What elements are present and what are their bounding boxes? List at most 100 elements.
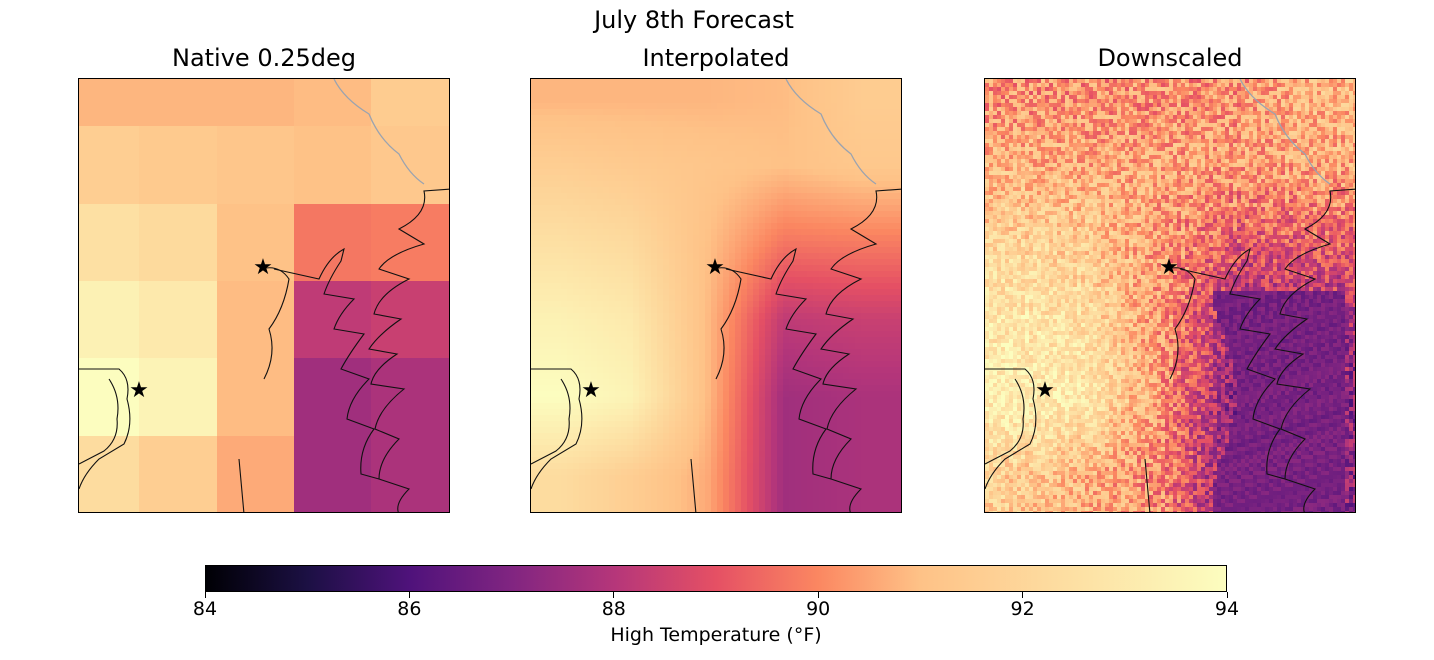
interp-cell xyxy=(717,211,724,218)
interp-cell xyxy=(627,277,634,284)
downscaled-cell xyxy=(1137,87,1142,92)
interp-cell xyxy=(573,241,580,248)
interp-cell xyxy=(753,175,760,182)
interp-cell xyxy=(657,325,664,332)
interp-cell xyxy=(663,145,670,152)
interp-cell xyxy=(573,163,580,170)
interp-cell xyxy=(831,367,838,374)
interp-cell xyxy=(639,289,646,296)
interp-cell xyxy=(879,127,886,134)
downscaled-cell xyxy=(1305,79,1310,84)
interp-cell xyxy=(537,283,544,290)
interp-cell xyxy=(531,169,538,176)
downscaled-cell xyxy=(1301,83,1306,88)
interp-cell xyxy=(549,325,556,332)
interp-cell xyxy=(633,415,640,422)
interp-cell xyxy=(837,211,844,218)
interp-cell xyxy=(639,103,646,110)
interp-cell xyxy=(849,337,856,344)
interp-cell xyxy=(849,193,856,200)
interp-cell xyxy=(675,85,682,92)
interp-cell xyxy=(729,319,736,326)
interp-cell xyxy=(693,175,700,182)
interp-cell xyxy=(801,259,808,266)
interp-cell xyxy=(729,475,736,482)
interp-cell xyxy=(771,349,778,356)
interp-cell xyxy=(879,445,886,452)
interp-cell xyxy=(693,301,700,308)
interp-cell xyxy=(579,289,586,296)
interp-cell xyxy=(543,397,550,404)
interp-cell xyxy=(591,397,598,404)
interp-cell xyxy=(561,397,568,404)
interp-cell xyxy=(801,307,808,314)
interp-cell xyxy=(765,475,772,482)
interp-cell xyxy=(765,355,772,362)
interp-cell xyxy=(657,373,664,380)
interp-cell xyxy=(885,403,892,410)
interp-cell xyxy=(585,367,592,374)
interp-cell xyxy=(687,211,694,218)
interp-cell xyxy=(579,481,586,488)
interp-cell xyxy=(819,481,826,488)
interp-cell xyxy=(753,319,760,326)
interp-cell xyxy=(819,373,826,380)
interp-cell xyxy=(789,91,796,98)
interp-cell xyxy=(657,463,664,470)
interp-cell xyxy=(741,259,748,266)
downscaled-cell xyxy=(1065,87,1070,92)
interp-cell xyxy=(747,511,754,512)
interp-cell xyxy=(615,97,622,104)
interp-cell xyxy=(747,169,754,176)
interp-cell xyxy=(849,313,856,320)
interp-cell xyxy=(591,343,598,350)
interp-cell xyxy=(789,475,796,482)
interp-cell xyxy=(591,115,598,122)
interp-cell xyxy=(657,97,664,104)
interp-cell xyxy=(675,133,682,140)
interp-cell xyxy=(639,121,646,128)
interp-cell xyxy=(849,499,856,506)
interp-cell xyxy=(693,265,700,272)
downscaled-cell xyxy=(1197,87,1202,92)
interp-cell xyxy=(849,475,856,482)
interp-cell xyxy=(753,451,760,458)
interp-cell xyxy=(855,511,862,512)
interp-cell xyxy=(885,385,892,392)
interp-cell xyxy=(699,313,706,320)
interp-cell xyxy=(867,481,874,488)
interp-cell xyxy=(813,199,820,206)
interp-cell xyxy=(855,499,862,506)
interp-cell xyxy=(687,127,694,134)
interp-cell xyxy=(543,367,550,374)
interp-cell xyxy=(765,211,772,218)
interp-cell xyxy=(675,325,682,332)
interp-cell xyxy=(603,493,610,500)
interp-cell xyxy=(651,343,658,350)
interp-cell xyxy=(759,193,766,200)
interp-cell xyxy=(807,355,814,362)
interp-cell xyxy=(675,367,682,374)
downscaled-cell xyxy=(1001,87,1006,92)
interp-cell xyxy=(621,373,628,380)
interp-cell xyxy=(531,481,538,488)
interp-cell xyxy=(801,289,808,296)
interp-cell xyxy=(891,115,898,122)
downscaled-cell xyxy=(1045,91,1050,96)
interp-cell xyxy=(627,463,634,470)
interp-cell xyxy=(897,283,901,290)
interp-cell xyxy=(771,91,778,98)
interp-cell xyxy=(753,277,760,284)
interp-cell xyxy=(549,457,556,464)
star-marker-1-1: ★ xyxy=(705,255,725,280)
interp-cell xyxy=(837,295,844,302)
interp-cell xyxy=(753,379,760,386)
interp-cell xyxy=(615,487,622,494)
downscaled-cell xyxy=(1317,83,1322,88)
interp-cell xyxy=(735,379,742,386)
interp-cell xyxy=(669,259,676,266)
interp-cell xyxy=(645,271,652,278)
interp-cell xyxy=(657,403,664,410)
interp-cell xyxy=(879,391,886,398)
interp-cell xyxy=(543,223,550,230)
